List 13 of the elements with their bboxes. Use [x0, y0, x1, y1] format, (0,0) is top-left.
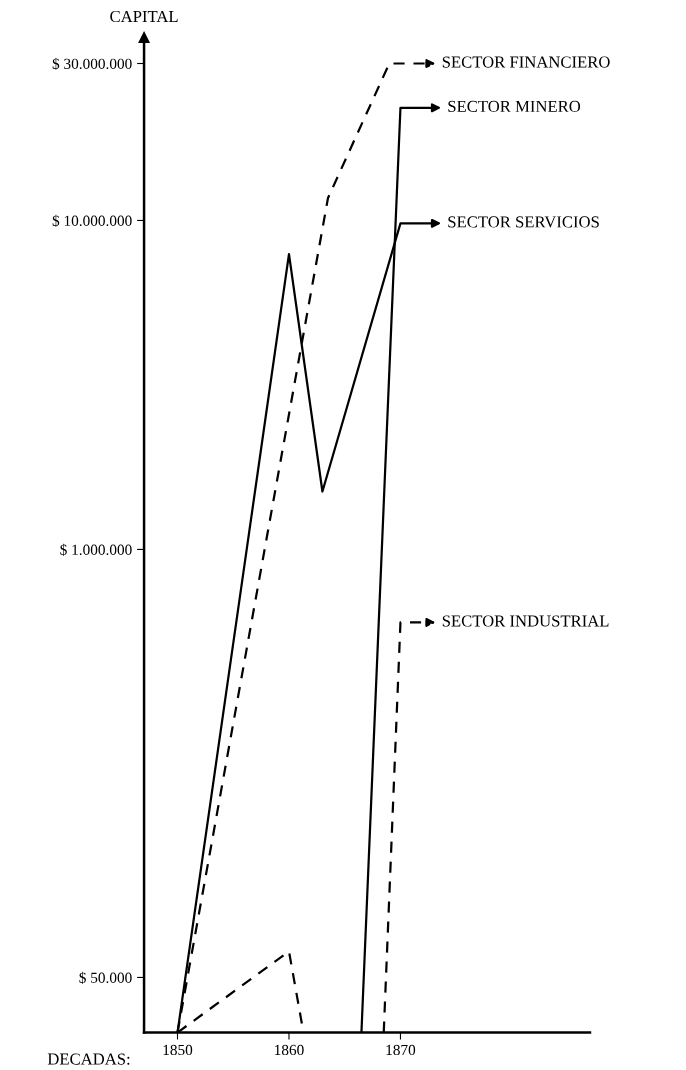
legend-label: SECTOR FINANCIERO [442, 56, 610, 68]
x-tick-label: 1870 [386, 1044, 416, 1056]
x-axis-title: DECADAS: [47, 1053, 130, 1065]
y-tick-label: $ 50.000 [79, 971, 132, 984]
legend-label: SECTOR INDUSTRIAL [442, 615, 609, 627]
legend-label: SECTOR SERVICIOS [448, 216, 599, 228]
legend-label: SECTOR MINERO [448, 100, 581, 112]
y-tick-label: $ 1.000.000 [60, 543, 132, 556]
y-axis-title: CAPITAL [110, 10, 178, 23]
y-tick-label: $ 30.000.000 [52, 57, 132, 70]
x-tick-label: 1860 [275, 1044, 304, 1056]
x-tick-label: 1850 [163, 1044, 193, 1056]
y-tick-label: $ 10.000.000 [52, 214, 132, 227]
